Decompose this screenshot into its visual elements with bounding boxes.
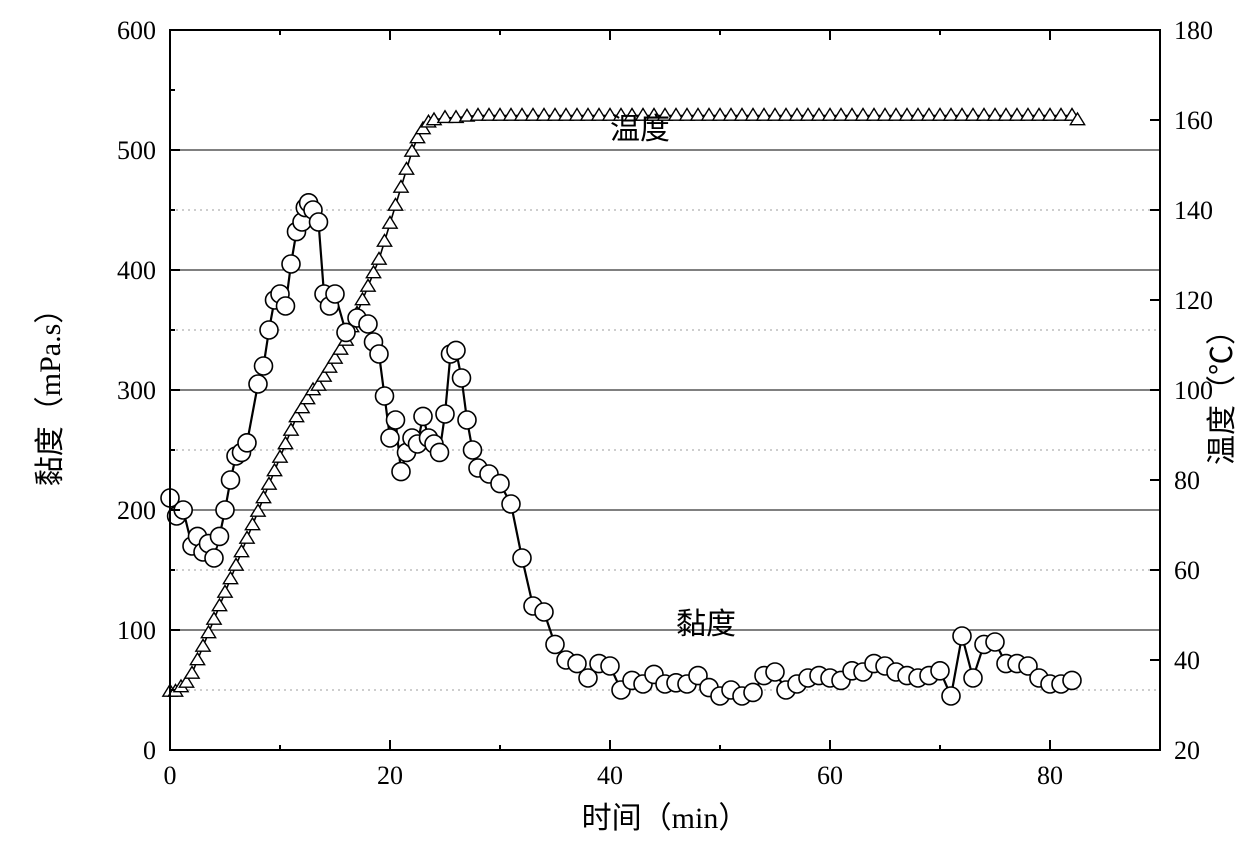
svg-text:20: 20 [1174, 736, 1200, 765]
svg-text:80: 80 [1174, 466, 1200, 495]
svg-text:80: 80 [1037, 761, 1063, 790]
svg-text:100: 100 [117, 616, 156, 645]
svg-text:0: 0 [164, 761, 177, 790]
y-left-axis-label: 黏度（mPa.s） [34, 294, 67, 487]
chart-container: 温度黏度 0 20 40 60 80 时间（min） 0 100 200 300 400 500 600 黏… [0, 0, 1240, 851]
svg-text:160: 160 [1174, 106, 1213, 135]
svg-text:500: 500 [117, 136, 156, 165]
svg-text:0: 0 [143, 736, 156, 765]
x-axis-label: 时间（min） [582, 802, 749, 835]
svg-text:400: 400 [117, 256, 156, 285]
svg-text:20: 20 [377, 761, 403, 790]
y-right-axis-label: 温度（℃） [1206, 315, 1239, 465]
svg-text:40: 40 [597, 761, 623, 790]
series-label-visc: 黏度 [676, 608, 736, 641]
svg-text:300: 300 [117, 376, 156, 405]
svg-text:140: 140 [1174, 196, 1213, 225]
svg-text:40: 40 [1174, 646, 1200, 675]
svg-text:600: 600 [117, 16, 156, 45]
svg-text:60: 60 [1174, 556, 1200, 585]
svg-text:180: 180 [1174, 16, 1213, 45]
chart-svg: 温度黏度 0 20 40 60 80 时间（min） 0 100 200 300 400 500 600 黏… [0, 0, 1240, 851]
svg-text:120: 120 [1174, 286, 1213, 315]
svg-text:200: 200 [117, 496, 156, 525]
series-label-temp: 温度 [610, 113, 670, 146]
svg-text:60: 60 [817, 761, 843, 790]
